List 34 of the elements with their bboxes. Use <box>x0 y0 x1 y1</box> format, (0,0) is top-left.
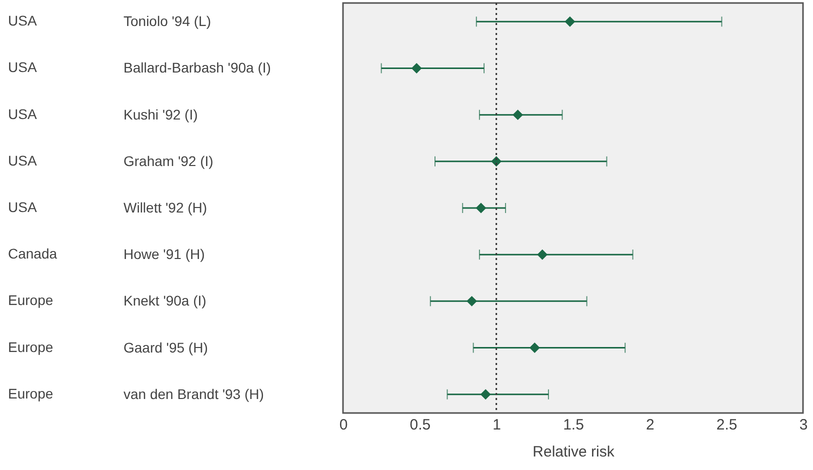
x-tick-label: 2 <box>646 416 654 434</box>
y-tick-label: Toniolo '94 (L) <box>124 13 211 30</box>
point <box>512 110 524 120</box>
y2-tick-label: USA <box>8 152 38 168</box>
point <box>480 389 491 400</box>
x-tick-label: 1 <box>492 416 502 434</box>
y2-tick-label: Canada <box>8 246 58 262</box>
y-tick-label: Gaard '95 (H) <box>124 339 208 356</box>
y-tick-label: Knekt '90a (I) <box>124 292 206 309</box>
x-tick-label: 1.5 <box>563 416 584 434</box>
y-tick-label: Willett '92 (H) <box>124 200 208 216</box>
x-tick-label: 0 <box>339 416 348 434</box>
y2-tick-label: Europe <box>8 385 54 402</box>
y2-tick-label: USA <box>8 12 38 29</box>
y2-tick-label: Europe <box>8 292 54 308</box>
point <box>537 249 548 260</box>
x-axis-title: Relative risk <box>532 444 615 460</box>
y-tick-label: Kushi '92 (I) <box>124 106 198 122</box>
y-tick-label: van den Brandt '93 (H) <box>124 386 264 402</box>
y2-tick-label: USA <box>8 59 38 76</box>
point <box>466 296 478 306</box>
x-tick-label: 2.5 <box>716 416 738 434</box>
y-tick-label: Graham '92 (I) <box>124 152 214 169</box>
point <box>529 342 540 354</box>
y-tick-label: Ballard-Barbash '90a (I) <box>124 60 271 76</box>
y-tick-label: Howe '91 (H) <box>124 246 205 262</box>
y2-tick-label: USA <box>8 106 38 122</box>
point <box>411 62 422 74</box>
point <box>476 202 486 214</box>
x-tick-label: 3 <box>799 416 808 434</box>
point <box>564 16 576 27</box>
y2-tick-label: USA <box>8 199 38 215</box>
x-tick-label: 0.5 <box>410 416 431 434</box>
y2-tick-label: Europe <box>8 338 54 355</box>
